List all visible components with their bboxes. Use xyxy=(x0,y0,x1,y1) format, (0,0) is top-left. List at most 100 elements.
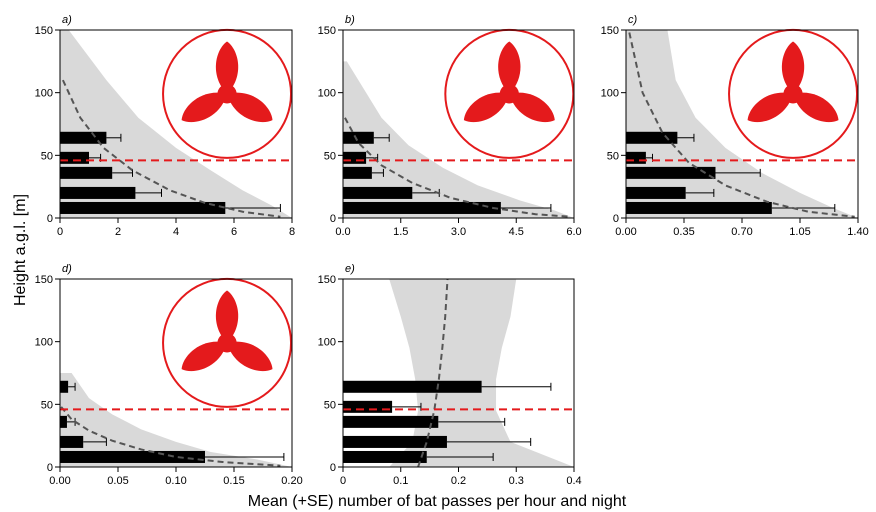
bar xyxy=(626,166,716,179)
bar xyxy=(60,186,136,199)
x-tick-label: 4 xyxy=(173,226,179,238)
x-tick-label: 0.2 xyxy=(451,475,466,487)
x-tick-label: 0.0 xyxy=(335,226,350,238)
y-tick-label: 100 xyxy=(318,88,336,100)
x-tick-label: 0.1 xyxy=(393,475,408,487)
x-tick-label: 8 xyxy=(289,226,295,238)
turbine-icon xyxy=(728,28,859,159)
y-tick-label: 150 xyxy=(318,25,336,37)
chart-panel-e: 0 0.1 0.2 0.3 0.4 0 50 100 150 e) xyxy=(318,263,582,487)
bar xyxy=(343,450,427,463)
y-tick-label: 100 xyxy=(318,337,336,349)
bar xyxy=(343,400,393,413)
y-tick-label: 0 xyxy=(613,213,619,225)
x-tick-label: 1.40 xyxy=(847,226,868,238)
confidence-band xyxy=(60,373,292,467)
bar xyxy=(343,166,372,179)
turbine-blade xyxy=(747,92,794,123)
y-tick-label: 0 xyxy=(47,462,53,474)
turbine-hub xyxy=(217,333,237,353)
x-tick-label: 6.0 xyxy=(566,226,581,238)
bar xyxy=(343,415,439,428)
bar xyxy=(343,131,374,144)
x-tick-label: 4.5 xyxy=(509,226,524,238)
bar xyxy=(626,186,686,199)
x-tick-label: 6 xyxy=(231,226,237,238)
turbine-blade xyxy=(227,92,273,123)
x-tick-label: 0.70 xyxy=(731,226,752,238)
bar xyxy=(60,435,84,448)
y-tick-label: 100 xyxy=(601,88,619,100)
turbine-blade xyxy=(181,341,228,372)
y-tick-label: 0 xyxy=(330,213,336,225)
turbine-icon xyxy=(162,28,293,159)
confidence-band xyxy=(60,30,292,218)
turbine-blade xyxy=(498,41,521,94)
chart-panel-b: 0.0 1.5 3.0 4.5 6.0 0 50 100 150 b) xyxy=(318,14,582,238)
x-tick-label: 3.0 xyxy=(451,226,466,238)
trend-line xyxy=(344,117,571,218)
panel-label: e) xyxy=(345,263,355,275)
y-tick-label: 50 xyxy=(41,399,53,411)
turbine-hub xyxy=(499,84,519,104)
bar xyxy=(60,166,113,179)
chart-panel-d: 0.00 0.05 0.10 0.15 0.20 0 50 100 150 d) xyxy=(35,263,303,487)
x-tick-label: 0.4 xyxy=(566,475,581,487)
turbine-blade xyxy=(215,290,239,343)
y-tick-label: 150 xyxy=(35,274,53,286)
x-axis-title: Mean (+SE) number of bat passes per hour… xyxy=(248,493,627,510)
chart-panel-a: 0 2 4 6 8 0 50 100 150 a) xyxy=(35,14,295,238)
y-tick-label: 50 xyxy=(324,150,336,162)
turbine-blade xyxy=(509,92,555,123)
bar xyxy=(343,186,413,199)
y-tick-label: 50 xyxy=(41,150,53,162)
trend-line xyxy=(417,279,449,467)
y-tick-label: 100 xyxy=(35,88,53,100)
bar xyxy=(60,201,226,214)
panel-label: b) xyxy=(345,14,355,26)
panel-label: a) xyxy=(62,14,72,26)
panel-label: c) xyxy=(628,14,638,26)
bar xyxy=(343,201,501,214)
y-tick-label: 0 xyxy=(47,213,53,225)
turbine-icon xyxy=(162,277,293,408)
y-tick-label: 50 xyxy=(607,150,619,162)
bar xyxy=(626,131,678,144)
x-tick-label: 0.00 xyxy=(615,226,636,238)
x-tick-label: 0 xyxy=(57,226,63,238)
bar xyxy=(626,151,646,164)
y-tick-label: 150 xyxy=(601,25,619,37)
turbine-blade xyxy=(793,92,839,123)
turbine-blade xyxy=(181,92,228,123)
x-tick-label: 1.5 xyxy=(393,226,408,238)
turbine-blade xyxy=(463,92,510,123)
y-axis-title: Height a.g.l. [m] xyxy=(12,194,29,306)
bar xyxy=(60,450,205,463)
bar xyxy=(60,151,89,164)
bar xyxy=(60,380,69,393)
bar xyxy=(343,380,482,393)
y-tick-label: 0 xyxy=(330,462,336,474)
x-tick-label: 0.05 xyxy=(107,475,128,487)
turbine-hub xyxy=(217,84,237,104)
y-tick-label: 50 xyxy=(324,399,336,411)
bar xyxy=(626,201,772,214)
x-tick-label: 1.05 xyxy=(789,226,810,238)
y-tick-label: 150 xyxy=(318,274,336,286)
y-tick-label: 100 xyxy=(35,337,53,349)
bar xyxy=(60,415,67,428)
confidence-band xyxy=(343,61,574,218)
bar xyxy=(343,151,367,164)
x-tick-label: 0.15 xyxy=(223,475,244,487)
x-tick-label: 0 xyxy=(340,475,346,487)
turbine-icon xyxy=(444,28,575,159)
bar xyxy=(60,131,107,144)
x-tick-label: 2 xyxy=(115,226,121,238)
panel-label: d) xyxy=(62,263,72,275)
x-tick-label: 0.10 xyxy=(165,475,186,487)
x-tick-label: 0.00 xyxy=(49,475,70,487)
turbine-blade xyxy=(227,341,273,372)
turbine-hub xyxy=(783,84,803,104)
chart-panel-c: 0.00 0.35 0.70 1.05 1.40 0 50 100 150 c) xyxy=(601,14,869,238)
